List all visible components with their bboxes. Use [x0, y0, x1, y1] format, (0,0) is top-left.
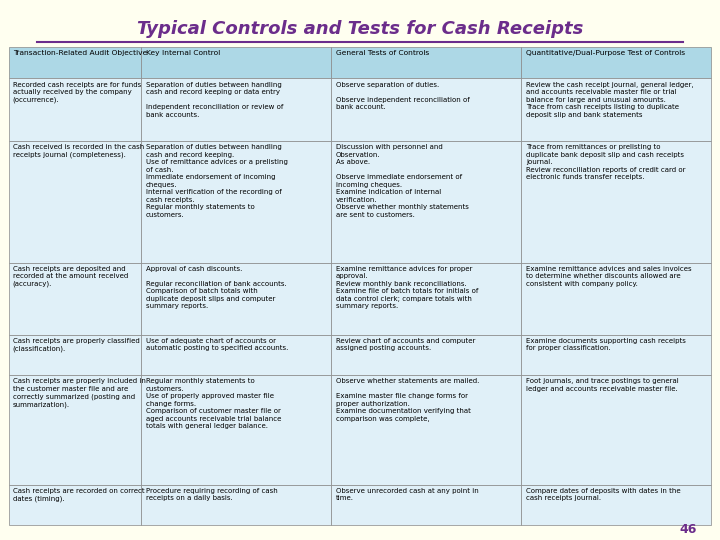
Text: Review the cash receipt journal, general ledger,
and accounts receivable master : Review the cash receipt journal, general…	[526, 82, 693, 118]
Text: Use of adequate chart of accounts or
automatic posting to specified accounts.: Use of adequate chart of accounts or aut…	[145, 338, 288, 352]
FancyBboxPatch shape	[331, 335, 521, 375]
Text: Separation of duties between handling
cash and record keeping or data entry

Ind: Separation of duties between handling ca…	[145, 82, 283, 118]
FancyBboxPatch shape	[9, 375, 141, 484]
Text: Cash receipts are recorded on correct
dates (timing).: Cash receipts are recorded on correct da…	[13, 488, 145, 502]
Text: 46: 46	[680, 523, 697, 536]
Text: Trace from remittances or prelisting to
duplicate bank deposit slip and cash rec: Trace from remittances or prelisting to …	[526, 144, 685, 180]
Text: Transaction-Related Audit Objective: Transaction-Related Audit Objective	[13, 50, 147, 56]
Text: Recorded cash receipts are for funds
actually received by the company
(occurrenc: Recorded cash receipts are for funds act…	[13, 82, 141, 103]
FancyBboxPatch shape	[521, 335, 711, 375]
Text: Approval of cash discounts.

Regular reconciliation of bank accounts.
Comparison: Approval of cash discounts. Regular reco…	[145, 266, 287, 309]
Text: General Tests of Controls: General Tests of Controls	[336, 50, 429, 56]
FancyBboxPatch shape	[9, 78, 141, 141]
Text: Key Internal Control: Key Internal Control	[145, 50, 220, 56]
FancyBboxPatch shape	[9, 262, 141, 335]
FancyBboxPatch shape	[521, 141, 711, 262]
Text: Discussion with personnel and
Observation.
As above.

Observe immediate endorsem: Discussion with personnel and Observatio…	[336, 144, 469, 218]
Text: Cash received is recorded in the cash
receipts journal (completeness).: Cash received is recorded in the cash re…	[13, 144, 144, 158]
Text: Cash receipts are properly included in
the customer master file and are
correctl: Cash receipts are properly included in t…	[13, 379, 145, 408]
FancyBboxPatch shape	[9, 484, 141, 525]
Text: Examine documents supporting cash receipts
for proper classification.: Examine documents supporting cash receip…	[526, 338, 685, 352]
FancyBboxPatch shape	[521, 47, 711, 78]
FancyBboxPatch shape	[331, 484, 521, 525]
Text: Compare dates of deposits with dates in the
cash receipts journal.: Compare dates of deposits with dates in …	[526, 488, 680, 501]
FancyBboxPatch shape	[331, 47, 521, 78]
Text: Typical Controls and Tests for Cash Receipts: Typical Controls and Tests for Cash Rece…	[137, 20, 583, 38]
FancyBboxPatch shape	[141, 335, 331, 375]
FancyBboxPatch shape	[331, 141, 521, 262]
FancyBboxPatch shape	[9, 335, 141, 375]
FancyBboxPatch shape	[141, 47, 331, 78]
FancyBboxPatch shape	[521, 78, 711, 141]
Text: Observe unrecorded cash at any point in
time.: Observe unrecorded cash at any point in …	[336, 488, 478, 501]
FancyBboxPatch shape	[9, 141, 141, 262]
Text: Cash receipts are deposited and
recorded at the amount received
(accuracy).: Cash receipts are deposited and recorded…	[13, 266, 128, 287]
Text: Examine remittance advices for proper
approval.
Review monthly bank reconciliati: Examine remittance advices for proper ap…	[336, 266, 478, 309]
Text: Cash receipts are properly classified
(classification).: Cash receipts are properly classified (c…	[13, 338, 140, 352]
Text: Regular monthly statements to
customers.
Use of properly approved master file
ch: Regular monthly statements to customers.…	[145, 379, 281, 429]
Text: Examine remittance advices and sales invoices
to determine whether discounts all: Examine remittance advices and sales inv…	[526, 266, 691, 287]
FancyBboxPatch shape	[9, 47, 141, 78]
Text: Foot journals, and trace postings to general
ledger and accounts receivable mast: Foot journals, and trace postings to gen…	[526, 379, 678, 392]
FancyBboxPatch shape	[141, 262, 331, 335]
FancyBboxPatch shape	[141, 484, 331, 525]
FancyBboxPatch shape	[521, 375, 711, 484]
FancyBboxPatch shape	[521, 262, 711, 335]
FancyBboxPatch shape	[141, 78, 331, 141]
Text: Procedure requiring recording of cash
receipts on a daily basis.: Procedure requiring recording of cash re…	[145, 488, 277, 501]
FancyBboxPatch shape	[141, 141, 331, 262]
Text: Review chart of accounts and computer
assigned posting accounts.: Review chart of accounts and computer as…	[336, 338, 475, 352]
FancyBboxPatch shape	[331, 78, 521, 141]
Text: Observe separation of duties.

Observe independent reconciliation of
bank accoun: Observe separation of duties. Observe in…	[336, 82, 469, 110]
Text: Quantitative/Dual-Purpose Test of Controls: Quantitative/Dual-Purpose Test of Contro…	[526, 50, 685, 56]
FancyBboxPatch shape	[141, 375, 331, 484]
FancyBboxPatch shape	[521, 484, 711, 525]
Text: Separation of duties between handling
cash and record keeping.
Use of remittance: Separation of duties between handling ca…	[145, 144, 287, 218]
FancyBboxPatch shape	[331, 375, 521, 484]
Text: Observe whether statements are mailed.

Examine master file change forms for
pro: Observe whether statements are mailed. E…	[336, 379, 479, 422]
FancyBboxPatch shape	[331, 262, 521, 335]
